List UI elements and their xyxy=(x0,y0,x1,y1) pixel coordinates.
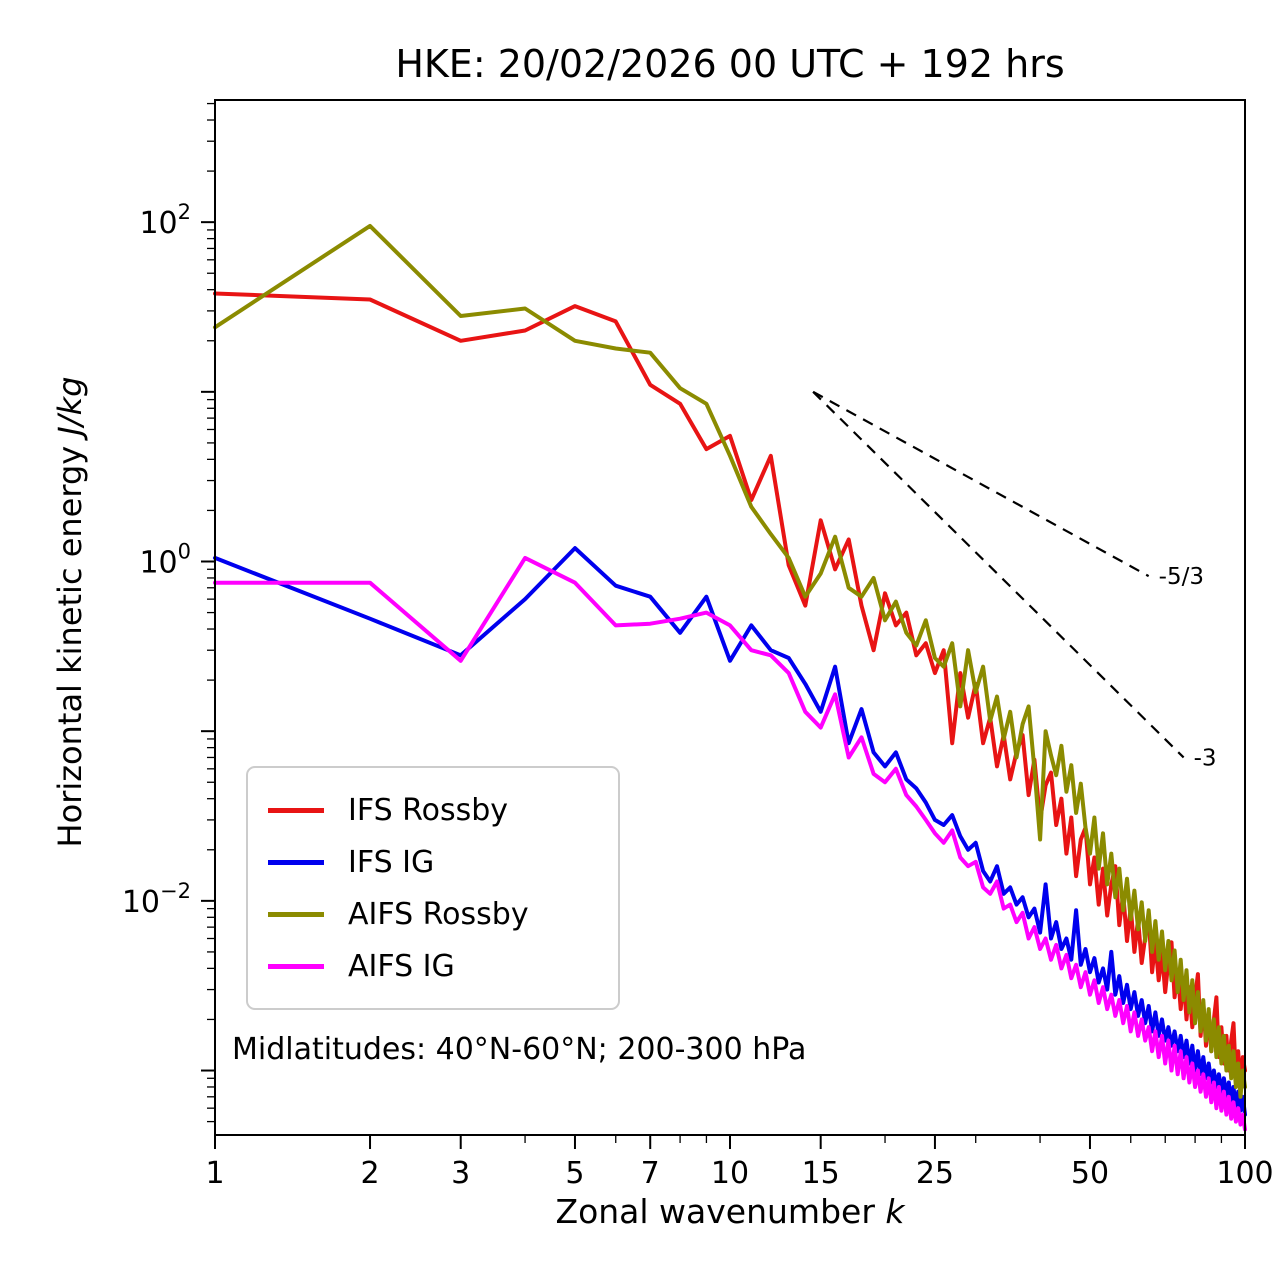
x-tick-label: 10 xyxy=(711,1156,749,1191)
reference-line-label: -3 xyxy=(1194,745,1217,771)
subregion-annotation: Midlatitudes: 40°N-60°N; 200-300 hPa xyxy=(232,1032,807,1067)
legend-swatch-ifs-rossby xyxy=(268,807,324,813)
x-axis-label: Zonal wavenumber k xyxy=(215,1192,1245,1231)
x-axis-label-text: Zonal wavenumber xyxy=(555,1192,886,1231)
x-tick-label: 1 xyxy=(205,1156,224,1191)
y-tick-label: 100 xyxy=(139,540,191,581)
reference-line-label: -5/3 xyxy=(1159,564,1204,590)
x-tick-label: 50 xyxy=(1071,1156,1109,1191)
x-axis-label-var: k xyxy=(885,1192,905,1231)
chart-title: HKE: 20/02/2026 00 UTC + 192 hrs xyxy=(395,42,1065,86)
x-tick-label: 25 xyxy=(916,1156,954,1191)
legend-label: AIFS IG xyxy=(348,948,455,984)
x-tick-label: 2 xyxy=(360,1156,379,1191)
series-line-ifs-ig xyxy=(213,546,1247,1117)
legend-item-aifs-ig: AIFS IG xyxy=(268,940,618,992)
legend-item-ifs-rossby: IFS Rossby xyxy=(268,784,618,836)
legend-item-aifs-rossby: AIFS Rossby xyxy=(268,888,618,940)
legend-label: AIFS Rossby xyxy=(348,896,529,932)
x-tick-label: 5 xyxy=(565,1156,584,1191)
legend-label: IFS Rossby xyxy=(348,792,509,828)
reference-line--3 xyxy=(812,391,1185,759)
x-tick-label: 15 xyxy=(802,1156,840,1191)
series-line-aifs-rossby xyxy=(213,223,1247,1099)
y-tick-label: 10−2 xyxy=(122,879,191,920)
y-tick-label: 102 xyxy=(139,200,191,241)
series-line-aifs-ig xyxy=(213,555,1247,1132)
legend-swatch-ifs-ig xyxy=(268,859,324,865)
reference-line--53 xyxy=(812,390,1150,578)
x-tick-label: 100 xyxy=(1216,1156,1273,1191)
legend-item-ifs-ig: IFS IG xyxy=(268,836,618,888)
legend: IFS Rossby IFS IG AIFS Rossby AIFS IG xyxy=(246,766,620,1010)
legend-label: IFS IG xyxy=(348,844,435,880)
legend-swatch-aifs-ig xyxy=(268,963,324,969)
x-tick-label: 7 xyxy=(641,1156,660,1191)
legend-swatch-aifs-rossby xyxy=(268,911,324,917)
x-tick-label: 3 xyxy=(451,1156,470,1191)
